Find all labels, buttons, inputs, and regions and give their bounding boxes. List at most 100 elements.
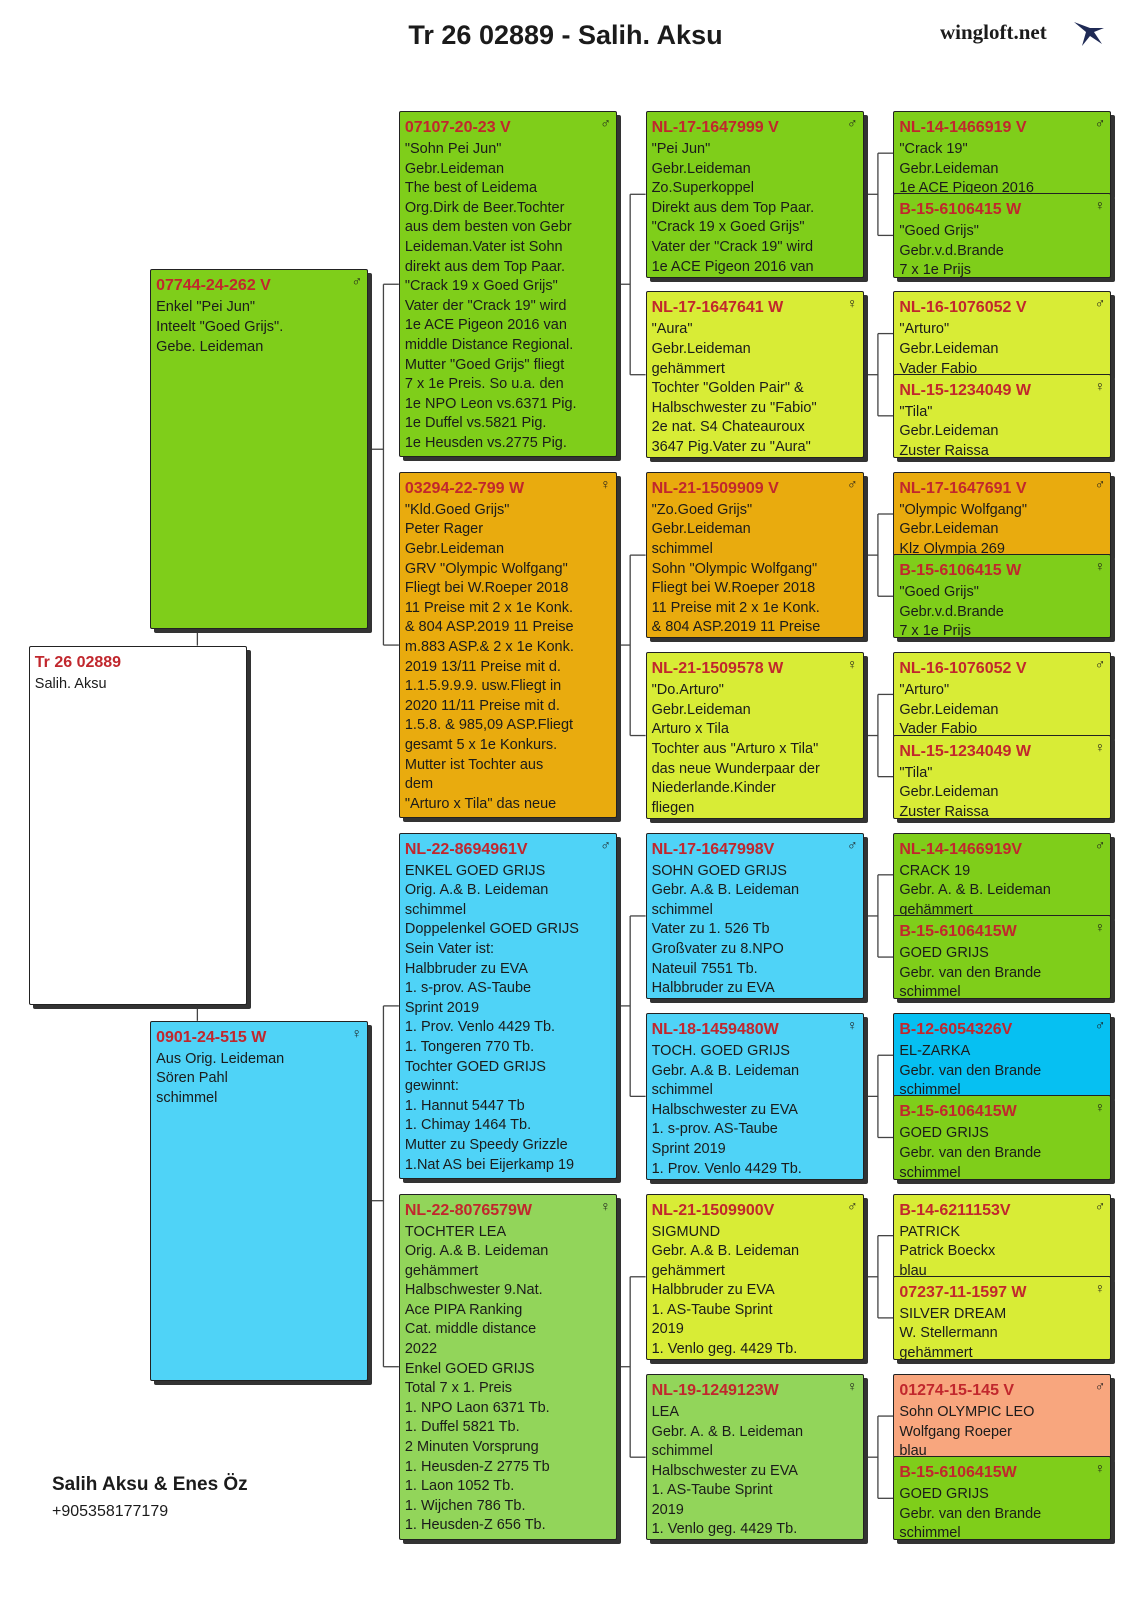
card-line: & 804 ASP.2019 11 Preise xyxy=(404,619,574,636)
card-line: 1. Prov. Venlo 4429 Tb. xyxy=(651,1160,802,1177)
pigeon-ring: NL-15-1234049 W xyxy=(899,381,1031,399)
card-line: "Pei Jun" xyxy=(651,141,711,158)
sex-symbol: ♂ xyxy=(351,273,363,290)
card-line: Gebr. A. & B. Leideman xyxy=(899,882,1051,899)
card-line: Org.Dirk de Beer.Tochter xyxy=(404,199,565,216)
card-line: "Tila" xyxy=(899,764,933,781)
card-line: Gebr.Leideman xyxy=(404,541,505,558)
card-line: Halbbruder zu EVA xyxy=(651,1282,775,1299)
card-line: "Goed Grijs" xyxy=(899,584,979,601)
card-line: 1. Hannut 5447 Tb xyxy=(404,1097,525,1114)
sex-symbol: ♀ xyxy=(847,1377,858,1394)
card-line: Mutter zu Speedy Grizzle xyxy=(404,1136,568,1153)
pedigree-card: 07107-20-23 V ♂ "Sohn Pei Jun" Gebr.Leidema… xyxy=(398,111,617,458)
pedigree-card: 0901-24-515 W ♀ Aus Orig. Leideman Sören Pa… xyxy=(150,1020,368,1381)
card-line: ENKEL GOED GRIJS xyxy=(404,862,546,879)
card-line: PATRICK xyxy=(899,1223,961,1240)
card-line: 1. Heusden-Z 2775 Tb xyxy=(404,1458,550,1475)
card-line: Tochter aus "Arturo x Tila" xyxy=(651,741,819,758)
pigeon-ring: NL-22-8076579W xyxy=(404,1201,533,1219)
card-line: Gebe. Leideman xyxy=(156,338,264,355)
pedigree-card: NL-16-1076052 V ♂ "Arturo" Gebr.Leideman Vad… xyxy=(893,652,1112,737)
card-line: 1.1.5.9.9.9. usw.Fliegt in xyxy=(404,678,562,695)
pigeon-ring: NL-21-1509900V xyxy=(651,1201,775,1219)
pedigree-card: NL-19-1249123W ♀ LEA Gebr. A. & B. Leideman… xyxy=(645,1373,864,1541)
card-line: CRACK 19 xyxy=(899,862,971,879)
card-line: GOED GRIJS xyxy=(899,1486,989,1503)
sex-symbol: ♂ xyxy=(1094,475,1106,492)
card-line: SILVER DREAM xyxy=(899,1305,1007,1322)
card-line: Sohn "Olympic Wolfgang" xyxy=(651,560,818,577)
card-line: direkt aus dem Top Paar. xyxy=(404,258,565,275)
card-line: Tochter "Golden Pair" & xyxy=(651,380,804,397)
card-line: GOED GRIJS xyxy=(899,1125,989,1142)
pedigree-card: NL-17-1647691 V ♂ "Olympic Wolfgang" Gebr.L… xyxy=(893,471,1112,557)
pedigree-card: NL-14-1466919 V ♂ "Crack 19" Gebr.Leideman 1… xyxy=(893,111,1112,196)
card-line: "Olympic Wolfgang" xyxy=(899,501,1028,518)
pigeon-ring: NL-17-1647691 V xyxy=(899,479,1027,497)
card-line: W. Stellermann xyxy=(899,1325,998,1342)
card-line: Gebr.Leideman xyxy=(899,423,999,440)
sex-symbol: ♀ xyxy=(847,295,858,312)
card-line: Sprint 2019 xyxy=(404,999,480,1016)
sex-symbol: ♀ xyxy=(1094,1099,1106,1116)
card-line: Mutter ist Tochter aus xyxy=(404,756,544,773)
pedigree-card: B-15-6106415W ♀ GOED GRIJS Gebr. van den Br… xyxy=(893,1456,1112,1541)
card-line: 1e ACE Pigeon 2016 xyxy=(899,180,1034,196)
card-line: "Sohn Pei Jun" xyxy=(404,141,502,158)
sex-symbol: ♀ xyxy=(847,1017,858,1034)
card-line: blau xyxy=(899,1262,927,1278)
pigeon-ring: B-15-6106415 W xyxy=(899,201,1022,219)
sex-symbol: ♀ xyxy=(600,475,611,492)
card-line: TOCHTER LEA xyxy=(404,1223,507,1240)
card-line: das neue Wunderpaar der xyxy=(651,760,820,777)
card-line: "Zo.Goed Grijs" xyxy=(651,501,753,518)
pigeon-ring: B-14-6211153V xyxy=(899,1201,1011,1219)
pigeon-ring: NL-17-1647998V xyxy=(651,840,775,858)
sex-symbol: ♂ xyxy=(1094,656,1106,673)
card-line: 7 x 1e Prijs xyxy=(899,623,972,639)
card-line: Gebr.Leideman xyxy=(899,160,999,177)
card-line: Vater der "Crack 19" wird xyxy=(651,238,814,255)
footer-name: Salih Aksu & Enes Öz xyxy=(52,1474,248,1495)
card-line: Großvater zu 8.NPO xyxy=(651,941,784,958)
card-line: 1. AS-Taube Sprint xyxy=(651,1482,773,1499)
card-line: 1. Venlo geg. 4429 Tb. xyxy=(651,1341,798,1358)
card-line: gehämmert xyxy=(899,1344,973,1361)
card-line: 2019 13/11 Preise mit d. xyxy=(404,658,561,675)
card-line: aus dem besten von Gebr xyxy=(404,219,572,236)
card-line: 1. AS-Taube Sprint xyxy=(651,1301,773,1318)
card-line: schimmel xyxy=(651,1082,713,1099)
card-line: schimmel xyxy=(651,1443,713,1460)
pigeon-ring: 01274-15-145 V xyxy=(899,1381,1015,1399)
card-line: 1.5.8. & 985,09 ASP.Fliegt xyxy=(404,717,574,734)
card-line: 1. Duffel 5821 Tb. xyxy=(404,1419,520,1436)
card-line: 1. Prov. Venlo 4429 Tb. xyxy=(404,1019,556,1036)
card-line: 2019 xyxy=(651,1501,684,1518)
card-line: Total 7 x 1. Preis xyxy=(404,1380,513,1397)
card-line: Mutter "Goed Grijs" fliegt xyxy=(404,356,565,373)
card-line: Gebr.v.d.Brande xyxy=(899,242,1004,259)
card-line: 1e NPO Leon vs.6371 Pig. xyxy=(404,395,577,412)
sex-symbol: ♂ xyxy=(1094,115,1106,132)
sex-symbol: ♂ xyxy=(1094,836,1106,853)
card-line: 1. Wijchen 786 Tb. xyxy=(404,1497,526,1514)
card-line: Gebr.Leideman xyxy=(899,784,999,801)
card-line: Zuster Raissa xyxy=(899,442,989,458)
card-line: "Crack 19 x Goed Grijs" xyxy=(651,219,805,236)
sex-symbol: ♂ xyxy=(847,836,858,853)
card-line: 2e nat. S4 Chateauroux xyxy=(651,419,805,436)
card-line: Halbbruder zu EVA xyxy=(404,960,528,977)
pigeon-ring: NL-17-1647999 V xyxy=(651,119,779,137)
pedigree-card: NL-17-1647998V ♂ SOHN GOED GRIJS Gebr. A.& … xyxy=(645,832,864,1000)
sex-symbol: ♀ xyxy=(1094,197,1106,214)
pigeon-ring: Tr 26 02889 xyxy=(34,653,122,671)
card-line: blau xyxy=(899,1443,927,1459)
sex-symbol: ♂ xyxy=(847,1197,858,1214)
card-line: Gebr.Leideman xyxy=(651,701,751,718)
card-line: Aus Orig. Leideman xyxy=(156,1050,285,1067)
pedigree-card: NL-15-1234049 W ♀ "Tila" Gebr.Leideman Zuste… xyxy=(893,734,1112,819)
card-line: GOED GRIJS xyxy=(899,944,989,961)
pedigree-card: 01274-15-145 V ♂ Sohn OLYMPIC LEO Wolfgang … xyxy=(893,1373,1112,1459)
